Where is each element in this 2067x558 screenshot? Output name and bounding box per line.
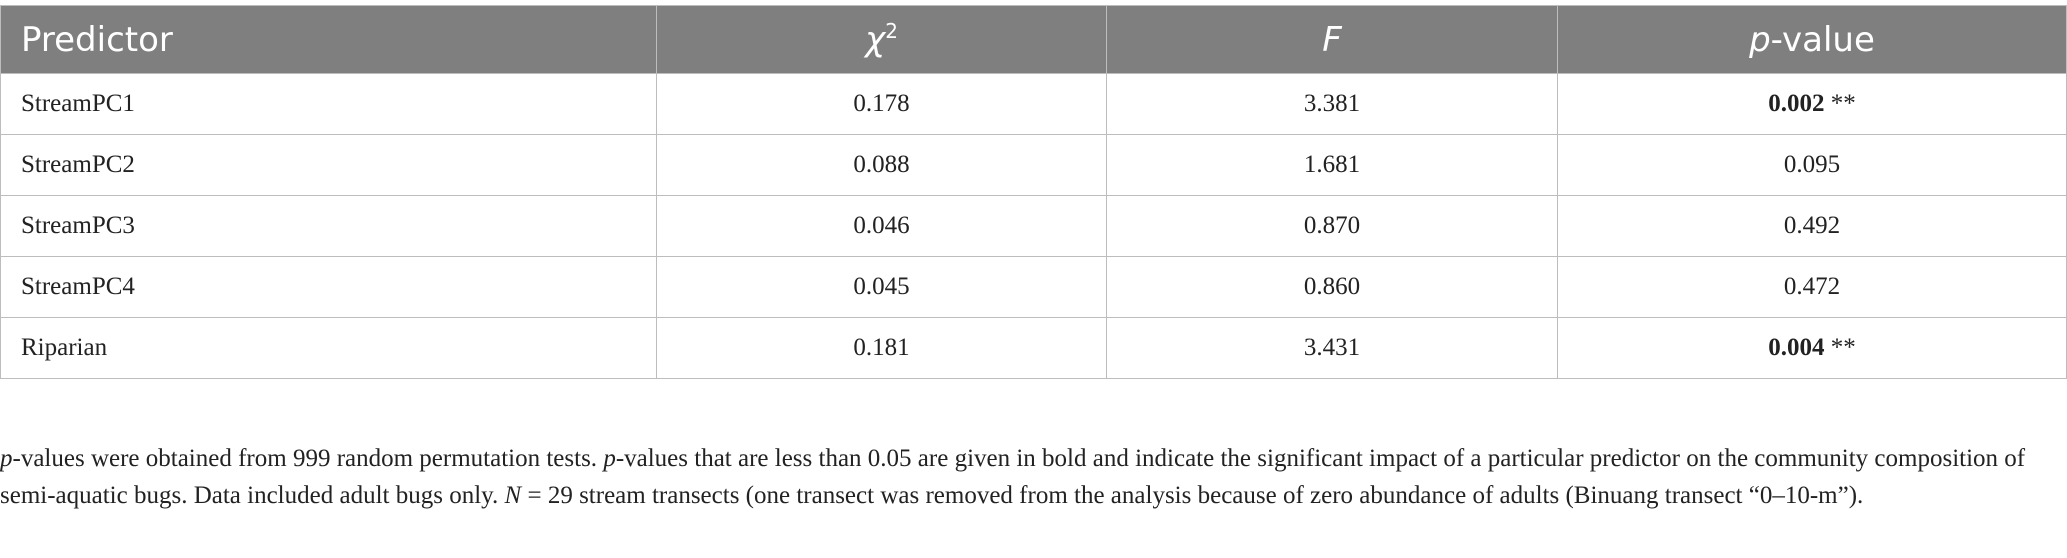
table-row: StreamPC3 0.046 0.870 0.492 [0,195,2067,257]
significance-mark: ** [1830,334,1856,361]
header-row: Predictor χ2 F p-value [0,5,2067,74]
cell: 0.178 [656,73,1107,135]
cell: StreamPC2 [0,134,657,196]
header-text: Predictor [21,19,173,60]
significance-mark: ** [1830,90,1856,117]
cell: 0.046 [656,195,1107,257]
table-body: StreamPC1 0.178 3.381 0.002 ** StreamPC2 0.08… [0,73,2067,379]
cell: StreamPC3 [0,195,657,257]
header-cell: Predictor [0,5,657,74]
footnote-text: p [0,445,13,472]
table-row: StreamPC1 0.178 3.381 0.002 ** [0,73,2067,135]
cell: 0.088 [656,134,1107,196]
cell: 0.870 [1106,195,1558,257]
cell: Riparian [0,317,657,379]
header-text: χ [865,19,886,60]
results-table: Predictor χ2 F p-value StreamPC1 0.178 3.3… [0,5,2067,379]
header-cell: F [1106,5,1558,74]
header-text: p [1749,19,1771,60]
footnote-text: -values were obtained from 999 random pe… [12,445,604,472]
cell-text: 0.002 [1768,90,1825,117]
header-superscript: 2 [885,19,898,44]
cell: 3.381 [1106,73,1558,135]
cell: 0.004 ** [1557,317,2067,379]
cell: 0.492 [1557,195,2067,257]
footnote-text: -values that are less than 0.05 are give… [0,445,2026,509]
cell: 3.431 [1106,317,1558,379]
footnote-text: N [504,482,522,509]
header-cell: χ2 [656,5,1107,74]
cell: 0.860 [1106,256,1558,318]
table-row: Riparian 0.181 3.431 0.004 ** [0,317,2067,379]
cell: 0.181 [656,317,1107,379]
cell: 1.681 [1106,134,1558,196]
table-row: StreamPC4 0.045 0.860 0.472 [0,256,2067,318]
cell: 0.095 [1557,134,2067,196]
cell: StreamPC1 [0,73,657,135]
cell: 0.045 [656,256,1107,318]
header-text: -value [1770,19,1875,60]
header-cell: p-value [1557,5,2067,74]
table-row: StreamPC2 0.088 1.681 0.095 [0,134,2067,196]
cell: StreamPC4 [0,256,657,318]
cell: 0.472 [1557,256,2067,318]
header-text: F [1322,19,1342,60]
cell-text: 0.004 [1768,334,1825,361]
footnote-text: p [603,445,616,472]
cell: 0.002 ** [1557,73,2067,135]
footnote-text: = 29 stream transects (one transect was … [521,482,1864,509]
footnote: p-values were obtained from 999 random p… [0,440,2040,514]
